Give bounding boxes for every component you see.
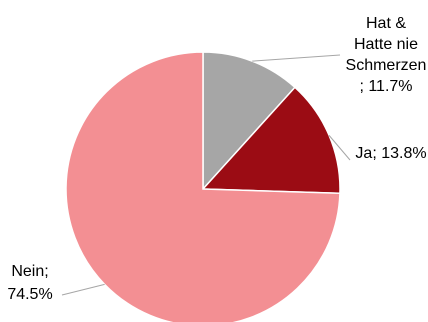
data-label: Hat & Hatte nie Schmerzen ; 11.7% xyxy=(346,15,427,95)
data-label-line: 74.5% xyxy=(7,286,52,303)
leader-lines xyxy=(61,54,351,296)
data-label-line: Hatte nie xyxy=(354,36,418,53)
data-label: Nein; 74.5% xyxy=(7,263,52,303)
data-label: Ja; 13.8% xyxy=(355,145,426,162)
pie-slice-ja xyxy=(201,86,341,195)
leader-line xyxy=(252,54,341,62)
data-label-line: ; 11.7% xyxy=(359,78,412,95)
leader-line xyxy=(61,283,105,296)
pie-slices xyxy=(65,51,341,322)
data-label-line: Nein; xyxy=(11,263,48,280)
pie-slice-hat-hatte-nie-schmerzen xyxy=(202,51,296,191)
leader-line xyxy=(328,135,351,161)
data-label-line: Ja; 13.8% xyxy=(355,145,426,162)
data-label-line: Schmerzen xyxy=(346,57,427,74)
data-label-line: Hat & xyxy=(366,15,406,32)
data-labels: Hat & Hatte nie Schmerzen ; 11.7% Ja; 13.8% N… xyxy=(7,15,426,303)
